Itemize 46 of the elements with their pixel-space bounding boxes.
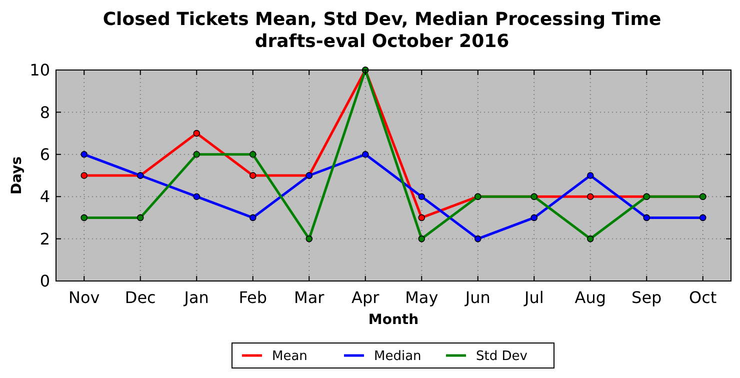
y-tick-label: 0 xyxy=(40,272,50,291)
x-tick-label: Feb xyxy=(238,288,268,307)
point xyxy=(249,214,256,222)
x-tick-label: Apr xyxy=(352,288,380,307)
x-tick-label: Oct xyxy=(689,288,717,307)
point xyxy=(530,214,538,222)
point xyxy=(306,235,313,242)
point xyxy=(586,235,594,242)
point xyxy=(193,130,200,137)
point xyxy=(643,214,650,222)
x-tick-label: Jul xyxy=(523,288,544,307)
y-tick-label: 6 xyxy=(40,145,50,164)
point xyxy=(80,172,88,179)
point xyxy=(474,235,482,242)
point xyxy=(362,151,369,158)
point xyxy=(249,151,256,158)
chart-title: Closed Tickets Mean, Std Dev, Median Processing Time drafts-eval October 2016 xyxy=(102,9,662,52)
point xyxy=(193,151,200,158)
point xyxy=(80,151,88,158)
point xyxy=(193,193,200,200)
point xyxy=(80,214,88,222)
y-axis-title: Days xyxy=(9,156,25,195)
point xyxy=(249,172,256,179)
point xyxy=(418,193,426,200)
x-tick-label: Sep xyxy=(632,288,662,307)
legend-label: Mean xyxy=(272,349,308,364)
x-tick-label: Mar xyxy=(294,288,325,307)
x-tick-label: Aug xyxy=(574,288,606,307)
point xyxy=(418,235,426,242)
legend-label: Median xyxy=(374,349,422,364)
point xyxy=(136,214,144,222)
y-tick-label: 4 xyxy=(40,187,50,206)
point xyxy=(586,172,594,179)
x-tick-label: Nov xyxy=(68,288,100,307)
y-tick-label: 8 xyxy=(40,102,50,122)
x-tick-label: May xyxy=(405,288,438,307)
y-tick-label: 2 xyxy=(40,229,50,248)
y-tick-label: 10 xyxy=(30,60,50,80)
point xyxy=(699,214,706,222)
point xyxy=(418,214,426,222)
x-tick-label: Jun xyxy=(464,288,490,307)
legend-label: Std Dev xyxy=(476,349,528,364)
point xyxy=(586,193,594,200)
x-tick-label: Dec xyxy=(124,288,156,307)
x-tick-label: Jan xyxy=(183,288,209,307)
x-axis-title: Month xyxy=(368,312,419,328)
